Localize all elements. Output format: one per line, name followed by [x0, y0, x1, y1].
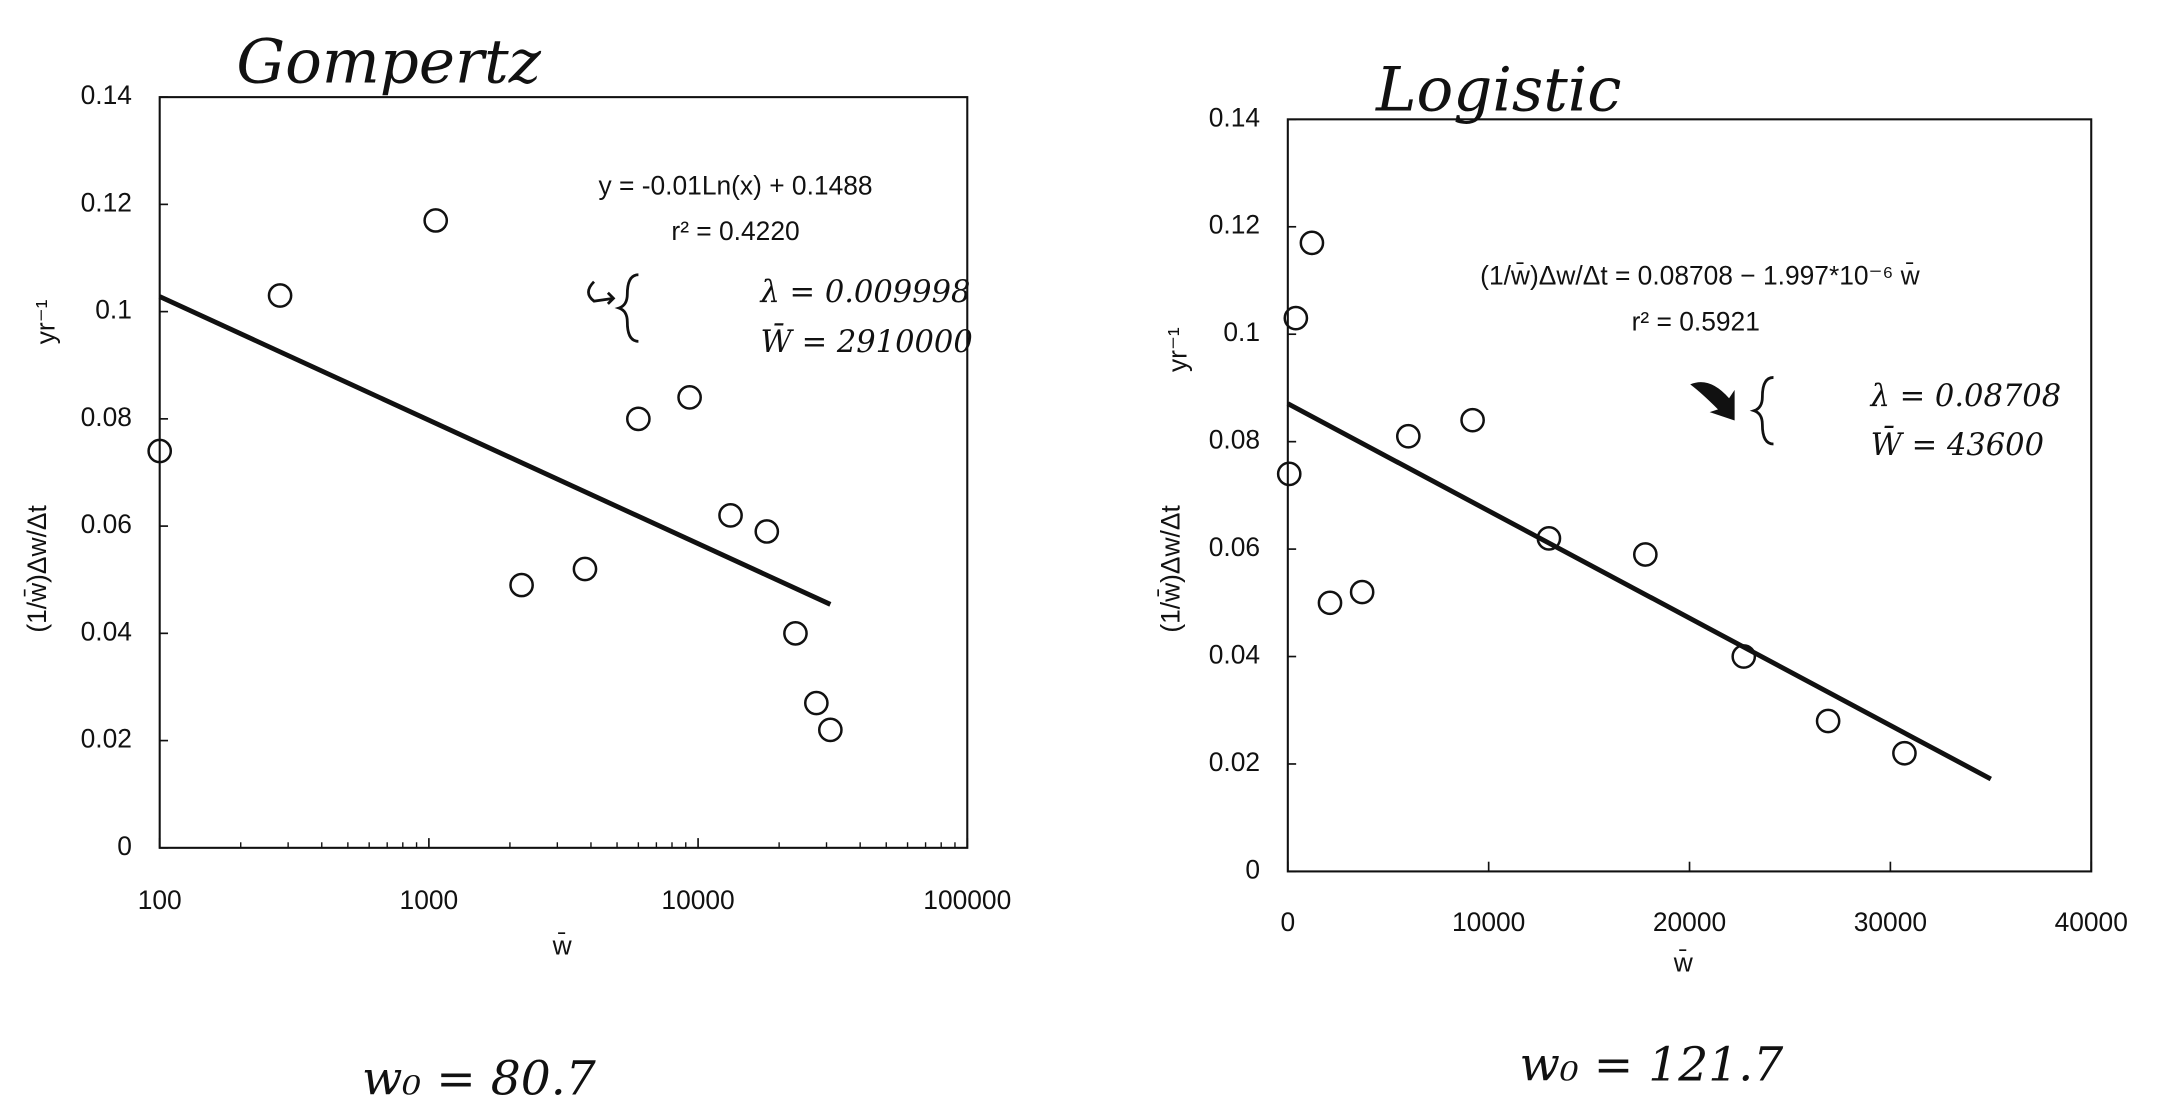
hand-annotation: λ = 0.08708: [1870, 379, 2062, 414]
equation: r² = 0.4220: [671, 216, 799, 246]
equation: y = -0.01Ln(x) + 0.1488: [599, 170, 873, 200]
footnote: w₀ = 121.7: [1519, 1037, 1783, 1092]
data-point: [147, 438, 173, 464]
data-point: [818, 717, 843, 743]
chart-title: Gompertz: [236, 27, 541, 98]
data-point: [1892, 740, 1917, 766]
data-point: [1349, 579, 1375, 605]
y-tick-label: 0.1: [1223, 317, 1260, 347]
data-point: [1395, 423, 1421, 449]
y-tick-label: 0.06: [81, 509, 132, 539]
data-point: [1731, 644, 1757, 669]
hand-annotation: λ = 0.009998: [760, 275, 971, 310]
x-tick-label: 40000: [2055, 907, 2128, 937]
data-point: [1283, 305, 1309, 331]
y-tick-label: 0.14: [1209, 102, 1260, 132]
equation: (1/w̄)Δw/Δt = 0.08708 − 1.997*10⁻⁶ w̄: [1480, 260, 1920, 290]
y-tick-label: 0.04: [81, 616, 132, 646]
plot-frame: [158, 96, 969, 849]
y-axis-label: (1/w̄)Δw/Δt: [22, 505, 52, 633]
x-axis-label: w̄: [552, 931, 573, 961]
x-tick-label: 100: [138, 885, 182, 915]
chart: 0 0.02 0.04 0.06 0.08 0.1 0.12 0.14 100 1000 10000…: [22, 27, 1011, 1107]
x-tick-label: 0: [1280, 907, 1295, 937]
y-axis-unit: yr⁻¹: [30, 299, 60, 344]
x-tick-label: 20000: [1653, 907, 1726, 937]
y-axis-label: (1/w̄)Δw/Δt: [1156, 505, 1186, 633]
data-point: [509, 572, 534, 598]
y-tick-label: 0.02: [81, 724, 132, 754]
data-point: [626, 406, 651, 432]
y-tick-label: 0: [1245, 854, 1260, 884]
data-point: [718, 503, 743, 528]
data-point: [1317, 590, 1343, 616]
data-point: [1276, 461, 1302, 487]
data-point: [572, 556, 598, 582]
y-axis-unit: yr⁻¹: [1163, 327, 1193, 372]
data-point: [783, 620, 808, 646]
data-point: [1632, 542, 1658, 567]
data-point: [1536, 526, 1562, 551]
y-tick-label: 0.06: [1209, 532, 1260, 562]
chart: 0 0.02 0.04 0.06 0.08 0.1 0.12 0.14 0 10000 20000 3…: [1156, 54, 2128, 1092]
data-point: [267, 283, 293, 308]
trend-line: [158, 294, 832, 607]
x-axis-label: w̄: [1673, 947, 1694, 977]
hand-arrow: [1690, 382, 1735, 421]
equation: r² = 0.5921: [1632, 306, 1760, 336]
footnote: w₀ = 80.7: [362, 1051, 596, 1106]
x-tick-label: 30000: [1854, 907, 1927, 937]
x-tick-label: 10000: [661, 885, 734, 915]
x-tick-label: 1000: [400, 885, 459, 915]
hand-annotation: W̄ = 43600: [1871, 426, 2044, 463]
data-point: [1815, 708, 1841, 734]
hand-annotation: W̄ = 2910000: [761, 324, 973, 361]
chart-title: Logistic: [1375, 54, 1621, 125]
y-tick-label: 0.04: [1209, 640, 1260, 670]
y-tick-label: 0.08: [1209, 425, 1260, 455]
data-point: [804, 690, 829, 716]
y-tick-label: 0: [117, 831, 132, 861]
y-tick-label: 0.12: [81, 187, 132, 217]
hand-arrow: [587, 280, 616, 305]
hand-brace: [614, 273, 639, 343]
y-tick-label: 0.1: [95, 295, 132, 325]
x-tick-label: 100000: [923, 885, 1011, 915]
data-point: [423, 208, 449, 233]
data-point: [1460, 407, 1485, 433]
data-point: [677, 385, 702, 410]
x-tick-label: 10000: [1452, 907, 1525, 937]
y-tick-label: 0.14: [81, 80, 132, 110]
data-point: [754, 519, 780, 544]
y-tick-label: 0.08: [81, 402, 132, 432]
hand-brace: [1749, 376, 1774, 446]
data-point: [1299, 230, 1325, 256]
y-tick-label: 0.02: [1209, 747, 1260, 777]
trend-line: [1286, 401, 1992, 782]
y-tick-label: 0.12: [1209, 210, 1260, 240]
